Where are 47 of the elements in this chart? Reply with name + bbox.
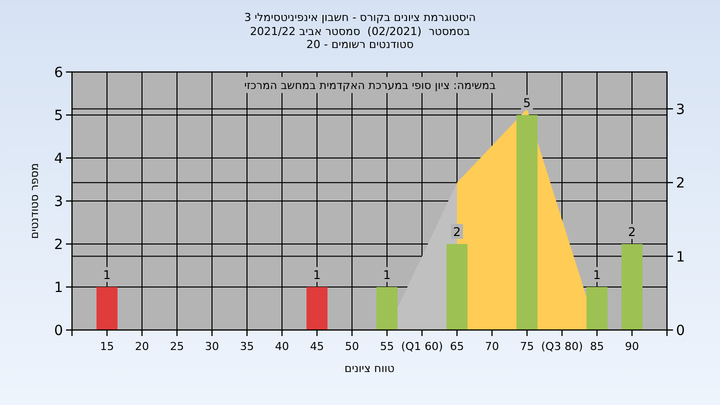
y-tick-label: 6 bbox=[54, 65, 64, 81]
bar bbox=[446, 244, 468, 330]
x-tick-label: 15 bbox=[100, 340, 114, 353]
x-tick-label: 45 bbox=[310, 340, 324, 353]
x-tick-label: (Q3 80) bbox=[541, 340, 583, 353]
y-tick-label: 4 bbox=[54, 151, 64, 167]
chart-title: היסטוגרמת ציונים בקורס - חשבון אינפיניטסימלי 3 bbox=[244, 11, 476, 24]
y2-tick-label: 2 bbox=[676, 176, 685, 192]
y-tick-label: 0 bbox=[54, 323, 63, 339]
x-tick-label: 40 bbox=[275, 340, 289, 353]
y-tick-label: 3 bbox=[54, 194, 63, 210]
x-tick-label: 50 bbox=[345, 340, 359, 353]
annotation: במשימה: ציון סופי במערכת האקדמית במחשב המרכזי bbox=[244, 79, 496, 92]
bar bbox=[586, 287, 608, 330]
data-label: 1 bbox=[103, 268, 111, 282]
data-label: 1 bbox=[593, 268, 601, 282]
text: סטודנטים רשומים - 20 bbox=[306, 38, 414, 51]
y-tick-label: 5 bbox=[54, 108, 63, 124]
bar bbox=[376, 287, 398, 330]
y2-tick-label: 0 bbox=[676, 323, 685, 339]
bar bbox=[622, 244, 642, 330]
y-tick-label: 1 bbox=[54, 280, 63, 296]
x-tick-label: 55 bbox=[380, 340, 394, 353]
data-label: 2 bbox=[453, 225, 461, 239]
bar bbox=[306, 287, 328, 330]
x-tick-label: 90 bbox=[625, 340, 639, 353]
x-tick-label: 75 bbox=[520, 340, 534, 353]
data-label: 5 bbox=[523, 96, 531, 110]
x-tick-label: 70 bbox=[485, 340, 499, 353]
data-label: 2 bbox=[628, 225, 636, 239]
y-tick-label: 2 bbox=[54, 237, 63, 253]
bar bbox=[516, 115, 538, 330]
x-tick-label: 65 bbox=[450, 340, 464, 353]
y2-tick-label: 1 bbox=[676, 249, 685, 266]
x-tick-label: 25 bbox=[170, 340, 184, 353]
x-tick-label: (Q1 60) bbox=[401, 340, 443, 353]
bar bbox=[96, 287, 118, 330]
x-tick-label: 85 bbox=[590, 340, 604, 353]
x-axis-title: טווח ציונים bbox=[344, 362, 394, 375]
x-tick-label: 20 bbox=[135, 340, 149, 353]
chart-subtitle: בסמסטר (02/2021) סמסטר אביב 2021/22 bbox=[250, 25, 470, 38]
x-tick-label: 35 bbox=[240, 340, 254, 353]
data-label: 1 bbox=[313, 268, 321, 282]
x-tick-label: 30 bbox=[205, 340, 219, 353]
data-label: 1 bbox=[383, 268, 391, 282]
y-axis-title: מספר סטודנטים bbox=[28, 163, 41, 239]
y2-tick-label: 3 bbox=[676, 102, 685, 118]
